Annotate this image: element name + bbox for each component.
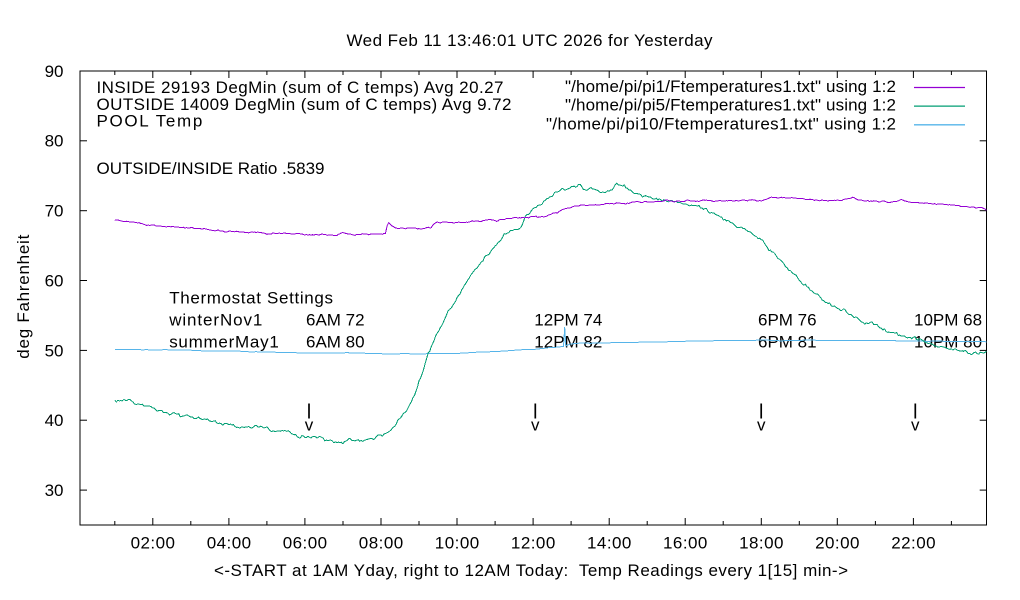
- svg-text:10PM 68: 10PM 68: [914, 311, 982, 330]
- svg-text:50: 50: [45, 341, 64, 360]
- svg-text:v: v: [531, 416, 540, 435]
- svg-text:6AM 80: 6AM 80: [306, 333, 365, 352]
- svg-text:"/home/pi/pi5/Ftemperatures1.t: "/home/pi/pi5/Ftemperatures1.txt" using …: [565, 96, 896, 115]
- svg-text:12PM 82: 12PM 82: [534, 333, 602, 352]
- svg-text:22:00: 22:00: [891, 534, 935, 553]
- svg-text:02:00: 02:00: [131, 534, 175, 553]
- svg-text:Wed Feb 11 13:46:01 UTC 2026 f: Wed Feb 11 13:46:01 UTC 2026 for Yesterd…: [347, 31, 714, 50]
- svg-text:12:00: 12:00: [511, 534, 555, 553]
- svg-text:04:00: 04:00: [207, 534, 251, 553]
- svg-text:6PM 76: 6PM 76: [758, 311, 817, 330]
- svg-text:90: 90: [45, 62, 64, 81]
- svg-text:deg Fahrenheit: deg Fahrenheit: [14, 234, 33, 358]
- svg-text:"/home/pi/pi1/Ftemperatures1.t: "/home/pi/pi1/Ftemperatures1.txt" using …: [565, 77, 896, 96]
- svg-text:80: 80: [45, 132, 64, 151]
- svg-text:winterNov1: winterNov1: [168, 311, 262, 330]
- svg-text:v: v: [305, 416, 314, 435]
- svg-text:<-START at 1AM Yday, right to: <-START at 1AM Yday, right to 12AM Today…: [214, 561, 848, 580]
- svg-text:70: 70: [45, 202, 64, 221]
- svg-text:06:00: 06:00: [283, 534, 327, 553]
- svg-text:60: 60: [45, 271, 64, 290]
- svg-text:INSIDE 29193 DegMin (sum of C: INSIDE 29193 DegMin (sum of C temps) Avg…: [97, 78, 504, 97]
- svg-text:30: 30: [45, 481, 64, 500]
- svg-text:12PM 74: 12PM 74: [534, 311, 602, 330]
- svg-text:6PM 81: 6PM 81: [758, 333, 817, 352]
- svg-text:6AM 72: 6AM 72: [306, 311, 365, 330]
- svg-text:08:00: 08:00: [359, 534, 403, 553]
- svg-text:Thermostat Settings: Thermostat Settings: [169, 289, 333, 308]
- svg-text:v: v: [757, 416, 766, 435]
- svg-text:16:00: 16:00: [663, 534, 707, 553]
- svg-text:18:00: 18:00: [739, 534, 783, 553]
- svg-text:14:00: 14:00: [587, 534, 631, 553]
- svg-text:10:00: 10:00: [435, 534, 479, 553]
- svg-text:OUTSIDE 14009 DegMin (sum of C: OUTSIDE 14009 DegMin (sum of C temps) Av…: [97, 95, 512, 114]
- svg-text:40: 40: [45, 411, 64, 430]
- svg-text:v: v: [911, 416, 920, 435]
- svg-text:POOL Temp: POOL Temp: [97, 112, 203, 131]
- svg-text:summerMay1: summerMay1: [169, 333, 279, 352]
- svg-text:20:00: 20:00: [815, 534, 859, 553]
- svg-text:"/home/pi/pi10/Ftemperatures1.: "/home/pi/pi10/Ftemperatures1.txt" using…: [546, 114, 896, 133]
- svg-text:OUTSIDE/INSIDE Ratio .5839: OUTSIDE/INSIDE Ratio .5839: [97, 159, 325, 178]
